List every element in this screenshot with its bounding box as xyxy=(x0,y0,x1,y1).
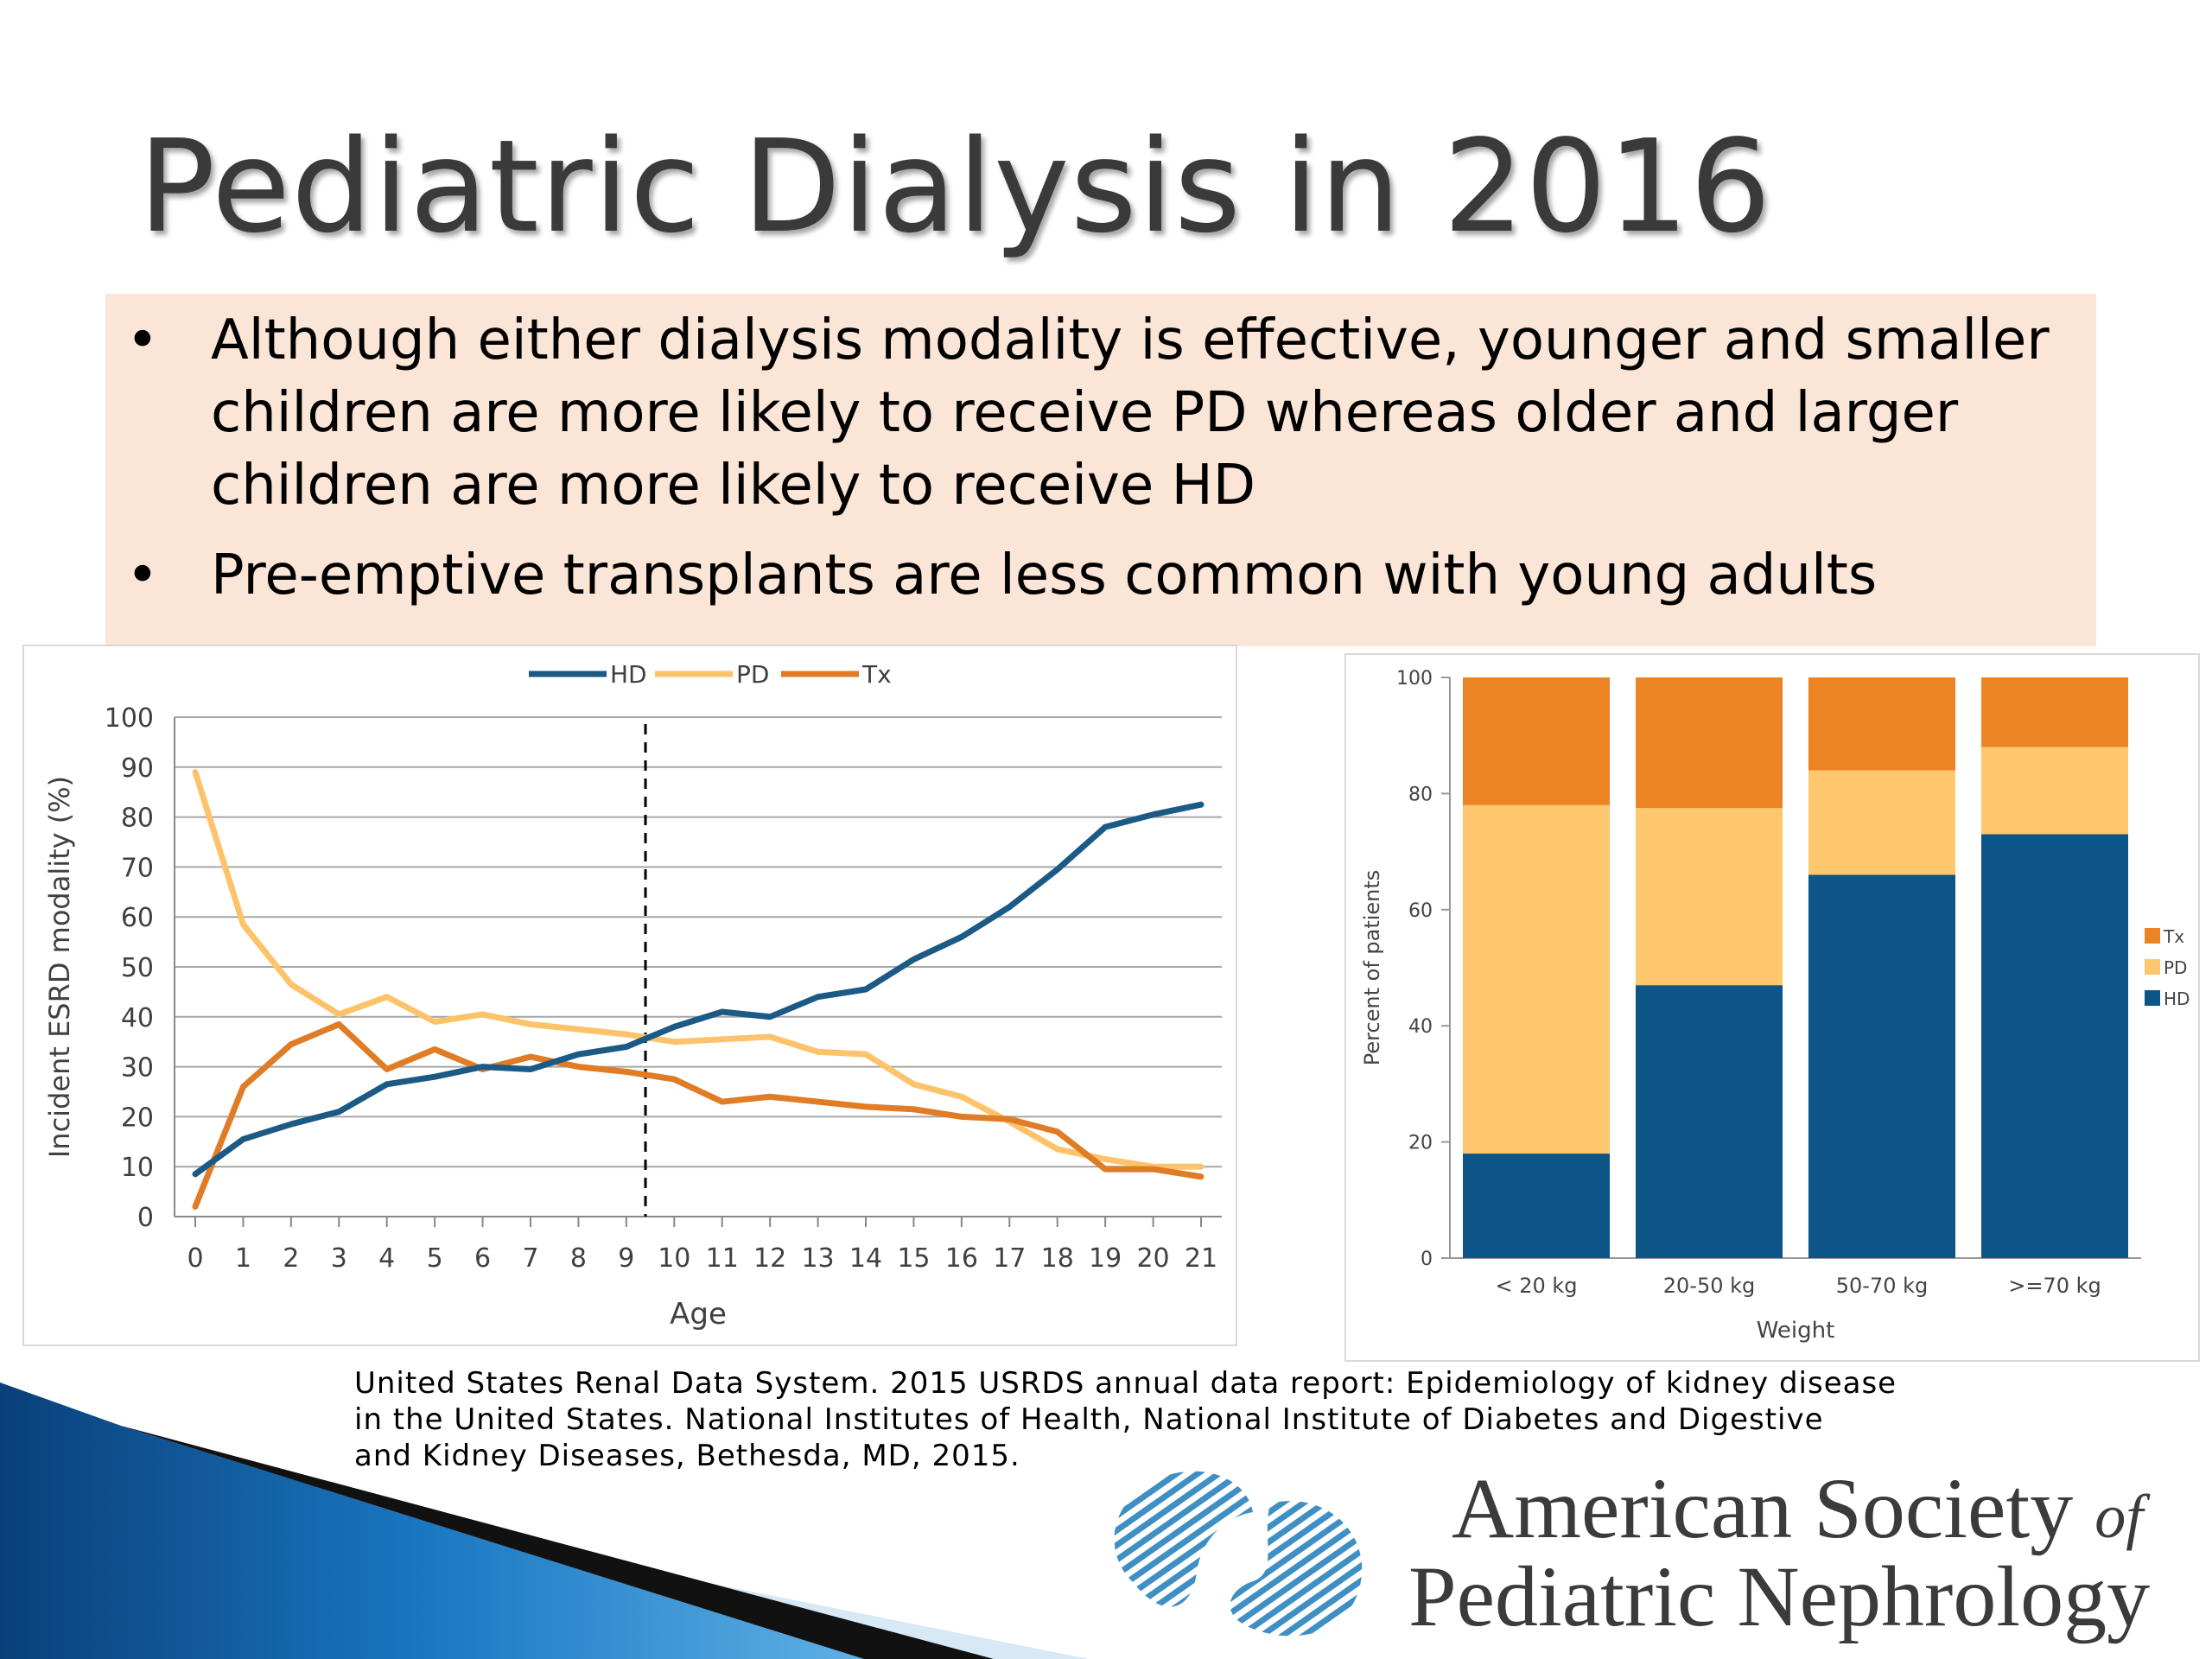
citation-line: in the United States. National Institute… xyxy=(354,1402,1824,1437)
bar-segment-tx xyxy=(1981,677,2128,747)
stacked-bar-chart: 0 20 40 60 80 100 < 20 kg 20-50 kg 50-70 kg >=70 … xyxy=(1360,668,2190,1344)
series-line-hd xyxy=(192,801,1205,1178)
bar-segment-pd xyxy=(1981,747,2128,835)
y-tick-label: 60 xyxy=(1408,900,1433,922)
legend-label-hd: HD xyxy=(610,660,647,689)
y-tick-label: 50 xyxy=(121,953,154,983)
legend-swatch-pd xyxy=(2145,959,2160,975)
x-tick-label: < 20 kg xyxy=(1495,1274,1577,1298)
x-tick-label: 8 xyxy=(570,1243,587,1274)
x-tick-label: 20-50 kg xyxy=(1663,1274,1756,1298)
x-tick-label: 2 xyxy=(283,1243,299,1274)
x-tick-label: 11 xyxy=(706,1243,739,1274)
y-axis-label: Incident ESRD modality (%) xyxy=(43,776,76,1158)
x-tick-label: 5 xyxy=(427,1243,443,1274)
x-tick-label: 21 xyxy=(1185,1243,1217,1274)
y-tick-label: 70 xyxy=(121,853,154,883)
x-tick-label: 50-70 kg xyxy=(1836,1274,1929,1298)
x-tick-label: 0 xyxy=(187,1243,203,1274)
bar-segment-hd xyxy=(1463,1154,1610,1258)
slide-title: Pediatric Dialysis in 2016 xyxy=(138,112,1772,261)
bar-segment-pd xyxy=(1463,804,1610,1154)
asp-logo-icon xyxy=(1114,1471,1363,1637)
y-tick-label: 40 xyxy=(121,1003,154,1033)
bar-segment-tx xyxy=(1636,677,1783,809)
x-tick-label: 13 xyxy=(801,1243,834,1274)
y-tick-label: 20 xyxy=(1408,1133,1433,1154)
x-axis-label: Weight xyxy=(1757,1318,1835,1344)
bullet-dot: • xyxy=(126,308,159,372)
y-tick-label: 20 xyxy=(121,1103,154,1133)
x-tick-label: 3 xyxy=(331,1243,347,1274)
x-tick-label: 10 xyxy=(658,1243,690,1274)
bar-segment-pd xyxy=(1636,808,1783,986)
legend-label-pd: PD xyxy=(736,660,769,689)
y-tick-label: 10 xyxy=(121,1153,154,1183)
x-tick-label: 4 xyxy=(378,1243,395,1274)
x-tick-label: 7 xyxy=(522,1243,538,1274)
x-tick-label: 16 xyxy=(945,1243,978,1274)
bar-chart-panel: 0 20 40 60 80 100 < 20 kg 20-50 kg 50-70 kg >=70 … xyxy=(1344,653,2200,1362)
x-tick-label: 9 xyxy=(618,1243,634,1274)
y-axis-label: Percent of patients xyxy=(1360,870,1384,1066)
bar-segment-tx xyxy=(1463,677,1610,805)
x-tick-label: 12 xyxy=(753,1243,786,1274)
bar-segment-hd xyxy=(1808,874,1955,1258)
y-tick-label: 80 xyxy=(121,804,154,834)
x-tick-label: 18 xyxy=(1041,1243,1074,1274)
legend-swatch-tx xyxy=(2145,928,2160,944)
x-tick-label: 20 xyxy=(1136,1243,1169,1274)
decorative-swoosh xyxy=(0,1382,1089,1659)
legend-label-pd: PD xyxy=(2164,957,2187,978)
bullet-text: Pre-emptive transplants are less common … xyxy=(211,543,1878,607)
logo-text-line1: American Society of xyxy=(1452,1459,2212,1558)
citation: United States Renal Data System. 2015 US… xyxy=(354,1365,1910,1474)
x-tick-label: 17 xyxy=(993,1243,1026,1274)
y-tick-label: 0 xyxy=(137,1203,154,1233)
logo-text-line2: Pediatric Nephrology xyxy=(1408,1548,2151,1644)
bullet-text: Although either dialysis modality is eff… xyxy=(211,308,2050,518)
bullet-box: • Although either dialysis modality is e… xyxy=(105,294,2096,646)
legend-label-tx: Tx xyxy=(2163,926,2184,947)
series-line-tx xyxy=(192,1020,1205,1210)
y-tick-label: 90 xyxy=(121,753,154,784)
y-tick-label: 0 xyxy=(1421,1249,1433,1270)
x-tick-label: 14 xyxy=(849,1243,882,1274)
x-tick-label: 15 xyxy=(897,1243,930,1274)
bar-segment-pd xyxy=(1808,770,1955,875)
y-tick-label: 40 xyxy=(1408,1016,1433,1038)
bar-segment-tx xyxy=(1808,677,1955,771)
x-tick-label: 1 xyxy=(235,1243,251,1274)
y-tick-label: 30 xyxy=(121,1053,154,1084)
x-tick-label: 6 xyxy=(474,1243,491,1274)
bar-segment-hd xyxy=(1636,985,1783,1258)
bullet-dot: • xyxy=(126,543,159,607)
x-axis-label: Age xyxy=(670,1297,727,1332)
series-line-pd xyxy=(192,769,1205,1170)
x-tick-label: 19 xyxy=(1089,1243,1122,1274)
logo-text-of: of xyxy=(2094,1482,2144,1551)
citation-line: United States Renal Data System. 2015 US… xyxy=(354,1366,1897,1401)
logo-text-main: American Society xyxy=(1452,1460,2095,1556)
legend-label-hd: HD xyxy=(2164,988,2190,1009)
citation-line: and Kidney Diseases, Bethesda, MD, 2015. xyxy=(354,1439,1020,1473)
line-chart-panel: 0 10 20 30 40 50 60 70 80 90 100 0 1 2 3 4 5 6 7 8 9 10 11 12 13… xyxy=(22,645,1237,1346)
y-tick-label: 100 xyxy=(1396,668,1433,690)
y-tick-label: 60 xyxy=(121,903,154,933)
x-tick-label: >=70 kg xyxy=(2008,1274,2101,1298)
y-tick-label: 80 xyxy=(1408,784,1433,805)
legend-label-tx: Tx xyxy=(861,660,892,689)
legend-swatch-hd xyxy=(2145,990,2160,1006)
y-tick-label: 100 xyxy=(105,703,154,734)
bar-segment-hd xyxy=(1981,834,2128,1258)
